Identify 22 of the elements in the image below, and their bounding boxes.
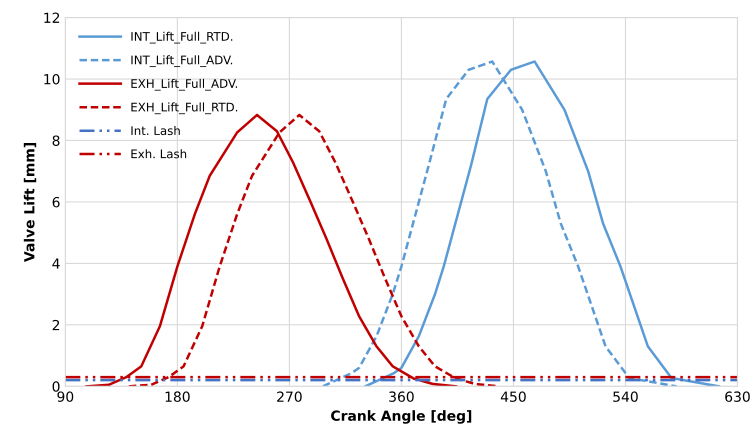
y-tick-label: 0	[52, 381, 60, 392]
legend-label: EXH_Lift_Full_RTD.	[131, 102, 238, 114]
x-axis-title: Crank Angle [deg]	[331, 410, 472, 424]
legend-label: EXH_Lift_Full_ADV.	[131, 78, 238, 91]
x-tick-label: 180	[166, 391, 190, 402]
y-tick-label: 12	[44, 12, 60, 23]
y-tick-label: 10	[44, 74, 60, 84]
x-tick-label: 630	[725, 391, 750, 402]
legend-label: INT_Lift_Full_RTD.	[131, 32, 232, 44]
x-tick-label: 270	[277, 391, 302, 402]
legend-label: Int. Lash	[131, 126, 180, 136]
x-tick-label: 360	[389, 391, 414, 402]
x-tick-label: 90	[57, 391, 74, 402]
y-tick-label: 8	[52, 135, 60, 146]
x-tick-label: 540	[613, 391, 638, 402]
y-tick-label: 4	[52, 258, 60, 269]
y-axis-title: Valve Lift [mm]	[24, 143, 36, 262]
x-tick-label: 450	[500, 391, 526, 402]
y-tick-label: 2	[52, 320, 60, 330]
y-tick-label: 6	[52, 196, 60, 208]
legend-label: INT_Lift_Full_ADV.	[131, 55, 232, 68]
legend-label: Exh. Lash	[131, 149, 186, 158]
